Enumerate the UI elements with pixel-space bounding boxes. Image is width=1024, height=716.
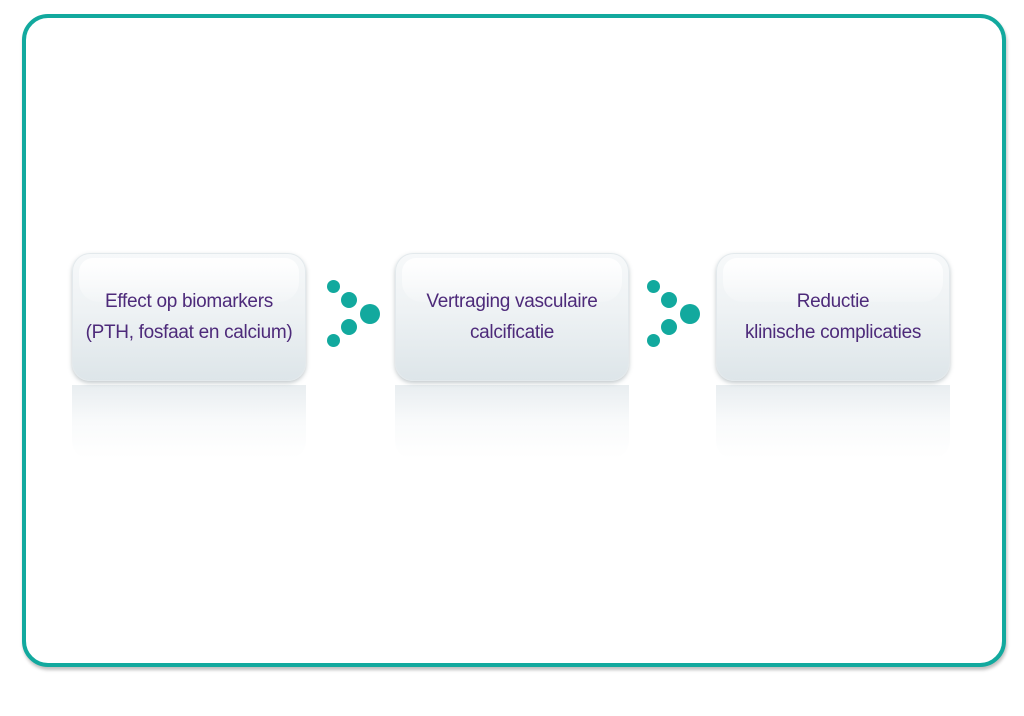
step-box: Vertraging vasculaire calcificatie — [395, 253, 629, 381]
step-label-line2: calcificatie — [469, 322, 555, 343]
arrow-dot — [661, 319, 677, 335]
step-label-line1: Vertraging vasculaire — [426, 291, 598, 312]
dots-arrow-right-icon — [322, 280, 382, 350]
step-box: Reductie klinische complicaties — [716, 253, 950, 381]
step-reflection — [395, 385, 629, 459]
arrow-dot — [360, 304, 380, 324]
step-label-line2: klinische complicaties — [744, 322, 922, 343]
step-label-line1: Effect op biomarkers — [105, 291, 273, 312]
step-biomarkers: Effect op biomarkers (PTH, fosfaat en ca… — [72, 253, 306, 459]
arrow-dot — [647, 280, 660, 293]
arrow-dot — [647, 334, 660, 347]
step-label: Vertraging vasculaire calcificatie — [426, 286, 597, 348]
arrow-dot — [661, 292, 677, 308]
arrow-dot — [327, 280, 340, 293]
step-label-line2: (PTH, fosfaat en calcium) — [85, 322, 293, 343]
step-label: Effect op biomarkers (PTH, fosfaat en ca… — [86, 286, 293, 348]
step-reflection — [716, 385, 950, 459]
dots-arrow-right-icon — [642, 280, 702, 350]
arrow-dot — [341, 292, 357, 308]
arrow-dot — [680, 304, 700, 324]
arrow-dot — [327, 334, 340, 347]
step-calcificatie: Vertraging vasculaire calcificatie — [395, 253, 629, 459]
step-complicaties: Reductie klinische complicaties — [716, 253, 950, 459]
step-label: Reductie klinische complicaties — [745, 286, 921, 348]
step-reflection — [72, 385, 306, 459]
arrow-dot — [341, 319, 357, 335]
step-label-line1: Reductie — [796, 291, 870, 312]
step-box: Effect op biomarkers (PTH, fosfaat en ca… — [72, 253, 306, 381]
